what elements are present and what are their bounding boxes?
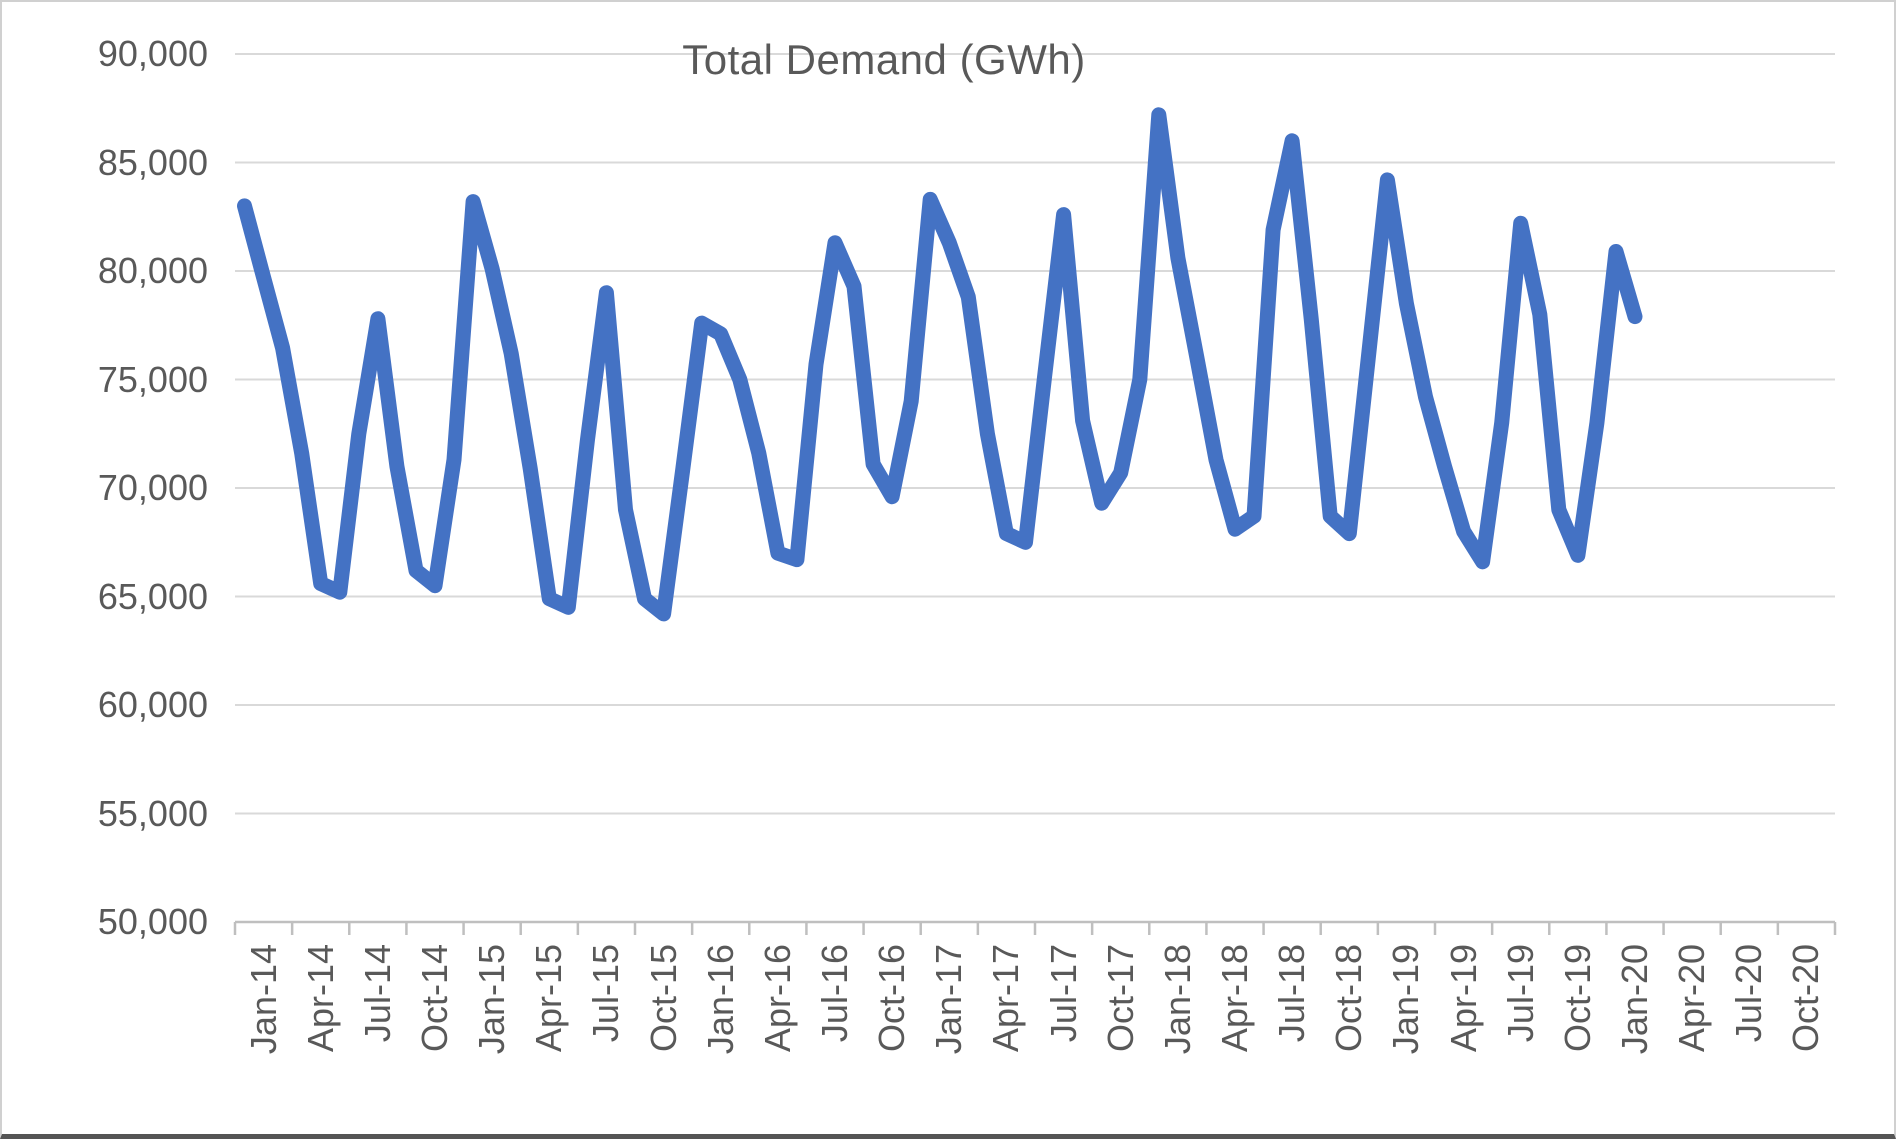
x-axis-tick-label: Jan-14 <box>242 944 284 1055</box>
x-axis-tick-label: Apr-16 <box>756 944 798 1053</box>
x-axis-tick-label: Oct-19 <box>1556 944 1598 1053</box>
x-axis-tick-label: Jul-16 <box>814 944 855 1043</box>
y-axis-tick-label: 50,000 <box>97 901 208 942</box>
demand-line-series <box>237 107 1643 622</box>
y-axis-tick-label: 90,000 <box>97 33 208 74</box>
x-axis-tick-label: Jul-17 <box>1042 944 1084 1043</box>
x-axis-tick-label: Jan-20 <box>1614 944 1655 1055</box>
y-axis-tick-label: 75,000 <box>97 358 208 400</box>
x-axis-tick-label: Jul-18 <box>1271 944 1313 1043</box>
y-axis-tick-label: 85,000 <box>97 141 208 183</box>
chart-title: Total Demand (GWh) <box>682 36 1086 83</box>
x-axis-tick-label: Jan-18 <box>1156 944 1198 1055</box>
x-axis-tick-label: Apr-19 <box>1442 944 1484 1053</box>
x-axis-tick-label: Jan-19 <box>1385 944 1427 1055</box>
y-axis-tick-label: 65,000 <box>97 575 208 617</box>
y-axis-tick-label: 55,000 <box>97 792 208 834</box>
x-axis-tick-label: Oct-18 <box>1328 944 1370 1053</box>
x-axis-tick-label: Jul-14 <box>356 944 398 1043</box>
y-axis-tick-label: 60,000 <box>97 684 208 725</box>
x-axis-tick-label: Oct-20 <box>1785 944 1827 1053</box>
x-axis-tick-label: Apr-15 <box>528 944 570 1053</box>
x-axis-tick-label: Jul-15 <box>585 944 627 1043</box>
x-axis-tick-label: Oct-15 <box>642 944 684 1053</box>
x-axis-tick-label: Jul-20 <box>1728 944 1770 1043</box>
x-axis-tick-label: Apr-18 <box>1214 944 1255 1053</box>
x-axis-tick-label: Apr-17 <box>985 944 1027 1053</box>
x-axis-tick-label: Jan-15 <box>471 944 513 1055</box>
y-axis-tick-label: 70,000 <box>97 467 208 508</box>
x-axis-tick-label: Oct-17 <box>1099 944 1141 1053</box>
x-axis-tick-label: Jan-16 <box>699 944 741 1055</box>
y-axis-tick-label: 80,000 <box>97 250 208 291</box>
x-axis-tick-label: Apr-14 <box>299 944 341 1053</box>
x-axis-tick-label: Jan-17 <box>928 944 970 1055</box>
x-axis-tick-label: Oct-16 <box>871 944 913 1053</box>
x-axis-tick-label: Oct-14 <box>414 944 455 1053</box>
x-axis-tick-label: Apr-20 <box>1671 944 1713 1053</box>
x-axis-tick-label: Jul-19 <box>1499 944 1541 1043</box>
